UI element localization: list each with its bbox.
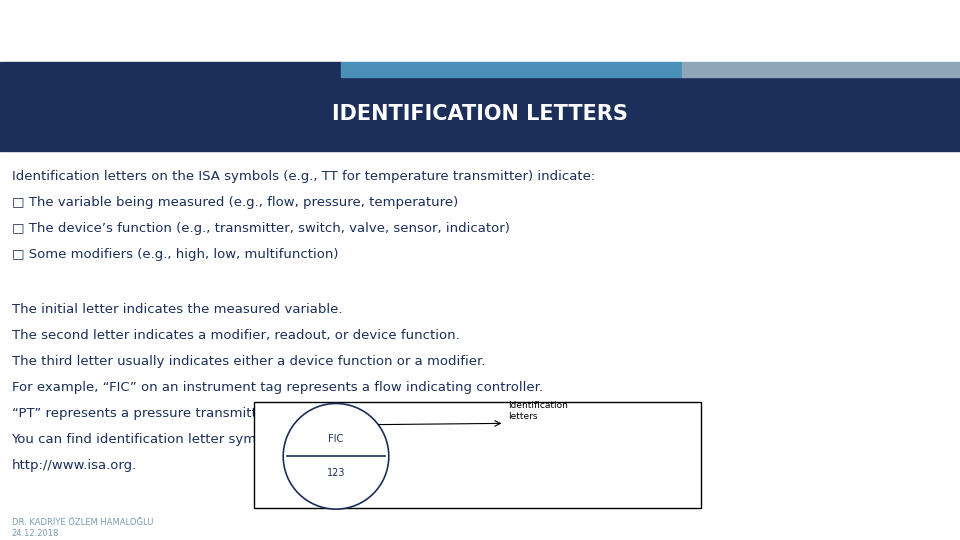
Text: The initial letter indicates the measured variable.: The initial letter indicates the measure… [12, 303, 342, 316]
Bar [0, 77, 960, 151]
Text: □ Some modifiers (e.g., high, low, multifunction): □ Some modifiers (e.g., high, low, multi… [12, 248, 338, 261]
Text: Identification letters on the ISA symbols (e.g., TT for temperature transmitter): Identification letters on the ISA symbol… [12, 170, 595, 183]
Bar [254, 402, 701, 508]
Text: The third letter usually indicates either a device function or a modifier.: The third letter usually indicates eithe… [12, 355, 485, 368]
Text: “PT” represents a pressure transmitter.: “PT” represents a pressure transmitter. [12, 407, 273, 420]
Text: □ The device’s function (e.g., transmitter, switch, valve, sensor, indicator): □ The device’s function (e.g., transmitt… [12, 222, 510, 235]
Bar [341, 62, 682, 77]
Text: 123: 123 [326, 468, 346, 478]
Bar [682, 62, 960, 77]
Text: FIC: FIC [328, 434, 344, 444]
Text: http://www.isa.org.: http://www.isa.org. [12, 459, 136, 472]
Bar [0, 62, 341, 77]
Text: IDENTIFICATION LETTERS: IDENTIFICATION LETTERS [332, 104, 628, 124]
Text: You can find identification letter symbology information on the ISA Web site at: You can find identification letter symbo… [12, 433, 535, 446]
Text: Identification
letters: Identification letters [508, 401, 568, 421]
Text: □ The variable being measured (e.g., flow, pressure, temperature): □ The variable being measured (e.g., flo… [12, 196, 458, 209]
Text: The second letter indicates a modifier, readout, or device function.: The second letter indicates a modifier, … [12, 329, 459, 342]
Text: For example, “FIC” on an instrument tag represents a flow indicating controller.: For example, “FIC” on an instrument tag … [12, 381, 542, 394]
Ellipse shape [283, 403, 389, 509]
Text: DR. KADRİYE ÖZLEM HAMALOĞLU
24.12.2018: DR. KADRİYE ÖZLEM HAMALOĞLU 24.12.2018 [12, 518, 153, 538]
